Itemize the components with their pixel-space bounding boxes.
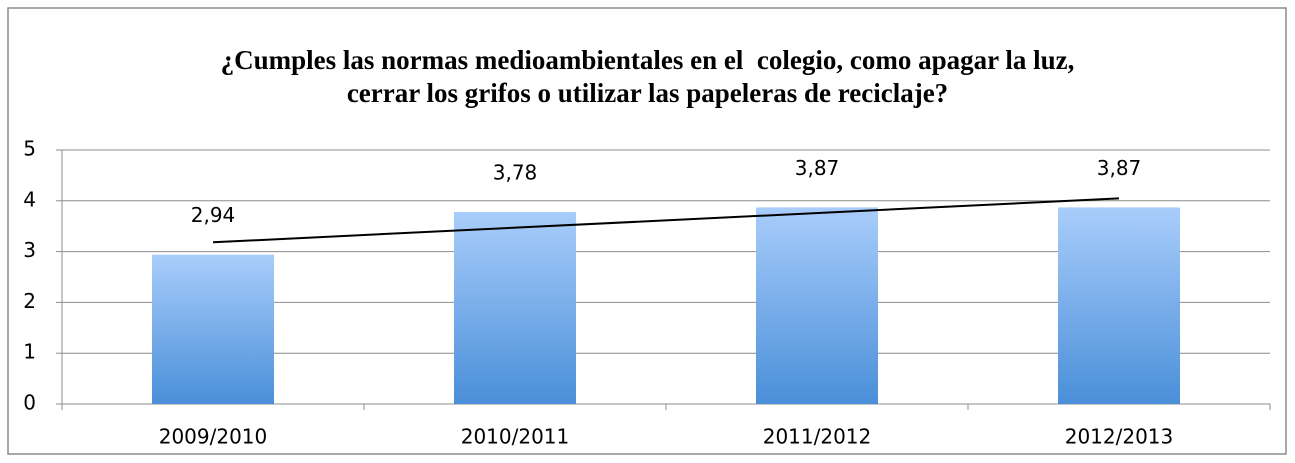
- x-tick-label: 2009/2010: [159, 425, 268, 449]
- x-tick-label: 2012/2013: [1065, 425, 1174, 449]
- y-tick-label: 0: [23, 391, 36, 415]
- data-label: 2,94: [191, 203, 236, 227]
- y-tick-label: 4: [23, 187, 36, 211]
- bar: [1058, 207, 1180, 404]
- chart-title: ¿Cumples las normas medioambientales en …: [220, 45, 1082, 108]
- data-label: 3,87: [1097, 156, 1142, 180]
- bar: [454, 211, 576, 404]
- y-tick-label: 5: [23, 137, 36, 161]
- x-tick-label: 2011/2012: [763, 425, 872, 449]
- title-box: ¿Cumples las normas medioambientales en …: [0, 44, 1295, 110]
- bar: [756, 207, 878, 404]
- data-label: 3,87: [795, 156, 840, 180]
- bar: [152, 254, 274, 404]
- trendline: [212, 197, 1120, 244]
- y-tick-label: 2: [23, 289, 36, 313]
- data-label: 3,78: [493, 160, 538, 184]
- y-tick-label: 3: [23, 238, 36, 262]
- y-tick-label: 1: [23, 340, 36, 364]
- x-tick-label: 2010/2011: [461, 425, 570, 449]
